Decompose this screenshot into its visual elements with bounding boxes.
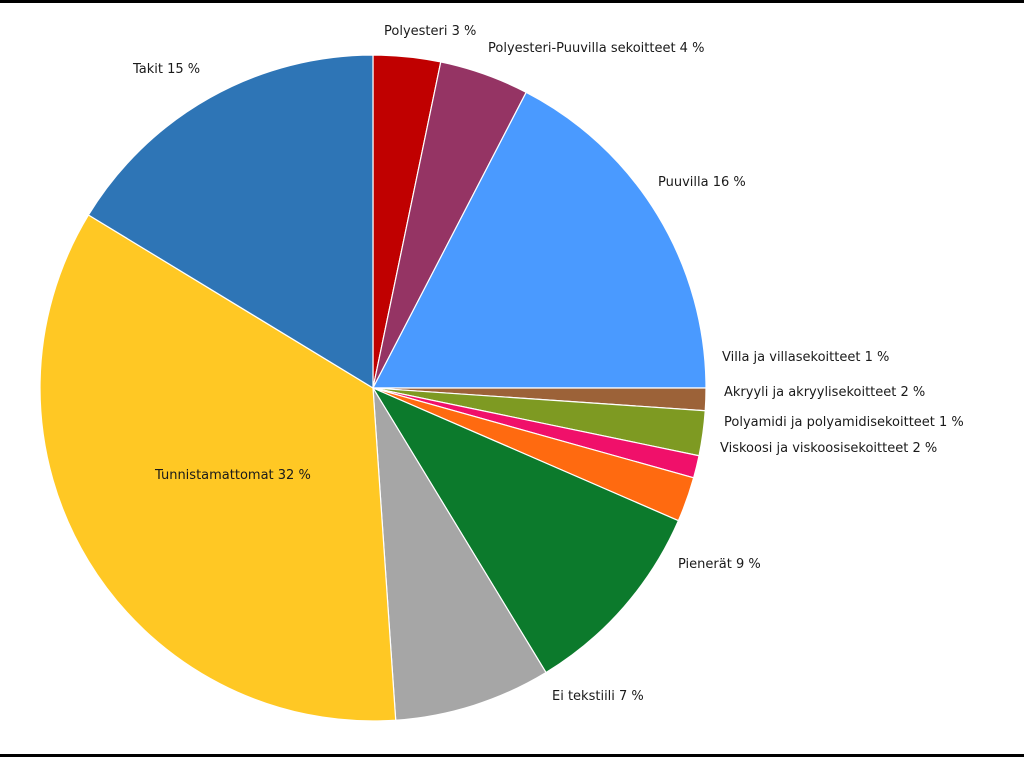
pie-slice-tunnistamattomat (39, 214, 397, 722)
pie-slice-puuvilla (372, 91, 707, 389)
slice-label-pienerat: Pienerät 9 % (678, 557, 761, 572)
slice-label-viskoosi-ja-viskoosisekoitteet: Viskoosi ja viskoosisekoitteet 2 % (720, 441, 937, 456)
slice-label-polyesteri: Polyesteri 3 % (384, 24, 476, 39)
pie-slices (39, 54, 707, 722)
pie-slice-pienerat (371, 386, 680, 674)
pie-slice-ei-tekstiili (372, 387, 547, 721)
slice-label-polyamidi-ja-polyamidisekoitteet: Polyamidi ja polyamidisekoitteet 1 % (724, 415, 964, 430)
slice-label-takit: Takit 15 % (132, 62, 200, 77)
pie-labels: Polyesteri 3 % Polyesteri-Puuvilla sekoit… (132, 24, 964, 704)
slice-label-ei-tekstiili: Ei tekstiili 7 % (552, 689, 644, 704)
slice-label-puuvilla: Puuvilla 16 % (658, 175, 746, 190)
slice-label-akryyli-ja-akryylisekoitteet: Akryyli ja akryylisekoitteet 2 % (724, 385, 925, 400)
slice-label-villa-ja-villasekoitteet: Villa ja villasekoitteet 1 % (722, 350, 889, 365)
slice-label-polyesteri-puuvilla-sekoitteet: Polyesteri-Puuvilla sekoitteet 4 % (488, 41, 704, 56)
pie-slice-takit (87, 54, 374, 390)
slice-label-tunnistamattomat: Tunnistamattomat 32 % (154, 468, 311, 483)
